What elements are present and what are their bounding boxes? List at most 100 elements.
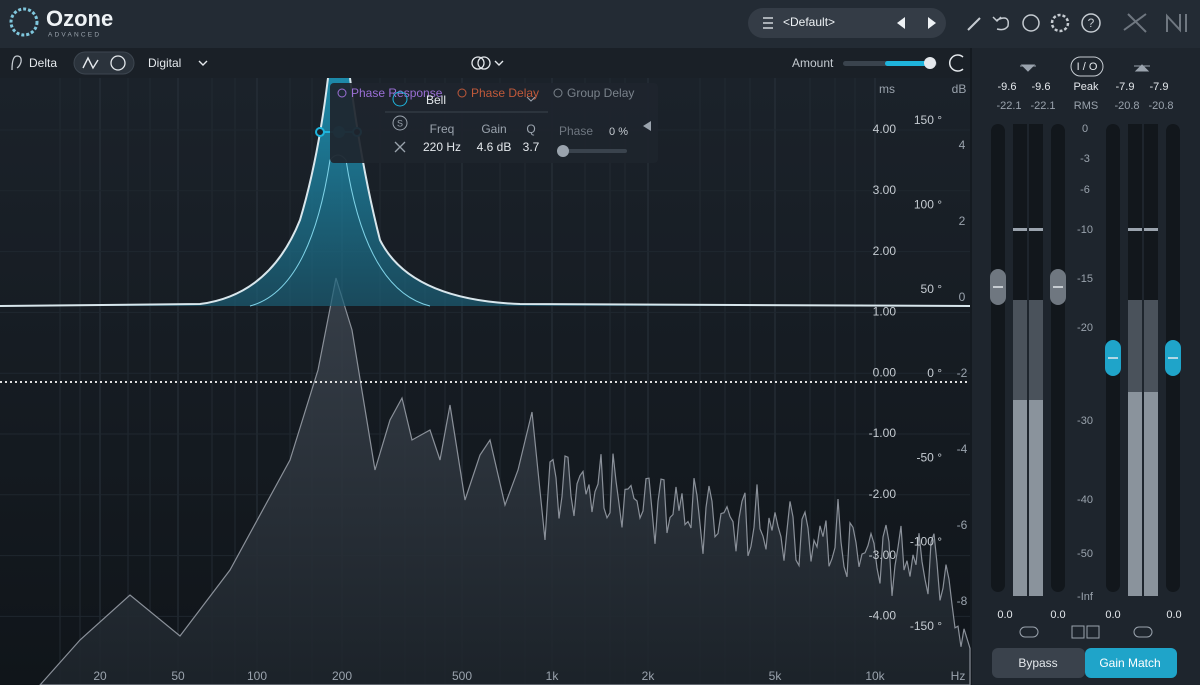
mode-select[interactable]: Digital xyxy=(148,56,181,70)
rms-label: RMS xyxy=(1074,100,1098,112)
list-icon[interactable] xyxy=(763,17,773,29)
freq-tick-label: 10k xyxy=(865,669,885,683)
meter-scale-label: -20 xyxy=(1077,322,1093,334)
gain-readout: 0.0 xyxy=(997,609,1012,621)
param-label: Q xyxy=(526,122,535,136)
dropdown-arrow[interactable] xyxy=(494,60,504,66)
edition: ADVANCED xyxy=(48,32,101,39)
meters: 0 -3 -6 -10 -15 -20 -30 -40 -50 -Inf -9.6 -9.6 -22.1… xyxy=(990,81,1182,639)
rms-readout: -20.8 xyxy=(1114,100,1139,112)
param-label: Gain xyxy=(481,122,506,136)
pencil-icon[interactable] xyxy=(967,17,981,31)
freq-tick-label: 1k xyxy=(546,669,560,683)
collapse-arrow[interactable] xyxy=(643,121,651,131)
settings-icon[interactable] xyxy=(1050,13,1070,33)
param-value[interactable]: 4.6 dB xyxy=(477,140,512,154)
phase-knob[interactable] xyxy=(557,145,569,157)
band-power[interactable] xyxy=(392,91,408,107)
io-label[interactable]: I / O xyxy=(1077,61,1098,73)
param-value[interactable]: 3.7 xyxy=(523,140,540,154)
phase-slider[interactable] xyxy=(557,149,627,153)
db-tick-label: -4 xyxy=(957,442,968,456)
link-icon[interactable] xyxy=(1133,626,1153,638)
band-solo[interactable] xyxy=(392,115,408,131)
phase-value: 0 % xyxy=(609,126,628,138)
top-bar xyxy=(0,0,1200,48)
db-tick-label: 2 xyxy=(959,214,966,228)
freq-tick-label: 50 xyxy=(171,669,185,683)
history-icon[interactable] xyxy=(1022,14,1040,32)
ms-tick-label: 0.00 xyxy=(873,365,897,379)
eye-icon[interactable] xyxy=(337,88,347,98)
ms-tick-label: 4.00 xyxy=(873,122,897,136)
undo-icon[interactable] xyxy=(992,16,1010,31)
reset-icon[interactable] xyxy=(948,54,964,72)
param-value[interactable]: 220 Hz xyxy=(423,140,461,154)
freq-tick-label: 20 xyxy=(93,669,107,683)
db-tick-label: -6 xyxy=(957,518,968,532)
help-glyph: ? xyxy=(1088,16,1095,30)
delta-button[interactable]: Delta xyxy=(29,56,57,70)
view-toggle[interactable] xyxy=(73,51,135,75)
prev-preset[interactable] xyxy=(897,17,905,29)
global-view[interactable] xyxy=(110,55,126,71)
gain-match-button[interactable] xyxy=(1085,648,1177,678)
meter-panel xyxy=(972,48,1200,685)
stereo-icon[interactable] xyxy=(471,56,485,70)
peak-hold xyxy=(1144,228,1158,231)
gain-readout: 0.0 xyxy=(1050,609,1065,621)
logo-icon xyxy=(9,7,39,37)
peak-label: Peak xyxy=(1073,81,1099,93)
ms-tick-label: -4.00 xyxy=(869,609,897,623)
fader-track xyxy=(1051,124,1065,592)
band-remove[interactable] xyxy=(394,141,406,153)
db-tick-label: 4 xyxy=(959,138,966,152)
ms-tick-label: -2.00 xyxy=(869,487,897,501)
bypass-label[interactable]: Bypass xyxy=(1018,656,1057,670)
ms-tick-label: -3.00 xyxy=(869,548,897,562)
preset-name[interactable]: <Default> xyxy=(783,15,835,29)
freq-tick-label: 100 xyxy=(247,669,267,683)
ear-icon[interactable] xyxy=(11,55,22,71)
peak-readout: -9.6 xyxy=(1032,81,1051,93)
tab[interactable]: Group Delay xyxy=(567,86,634,100)
peak-hold xyxy=(1013,228,1027,231)
link-icon[interactable] xyxy=(1019,626,1039,638)
stereo-icon[interactable] xyxy=(477,56,491,70)
tab[interactable]: Phase Delay xyxy=(471,86,539,100)
io-button[interactable] xyxy=(1070,56,1104,77)
dropdown-arrow xyxy=(526,96,536,102)
degree-tick-label: 150 ° xyxy=(914,113,942,127)
plus-button[interactable] xyxy=(1086,625,1100,639)
ms-tick-label: 1.00 xyxy=(873,305,897,319)
amount-fill xyxy=(885,61,931,66)
help-icon[interactable] xyxy=(1081,13,1101,33)
preset-box[interactable] xyxy=(748,8,946,38)
bypass-button[interactable] xyxy=(992,648,1085,678)
db-tick-label: -8 xyxy=(957,594,968,608)
minus-button[interactable] xyxy=(1071,625,1085,639)
rms-readout: -22.1 xyxy=(1030,100,1055,112)
eye-icon[interactable] xyxy=(457,88,467,98)
ms-tick-label: -1.00 xyxy=(869,426,897,440)
q-handle[interactable] xyxy=(315,127,325,137)
amount-knob[interactable] xyxy=(924,57,936,69)
degree-tick-label: 0 ° xyxy=(927,366,942,380)
band-type[interactable]: Bell xyxy=(426,93,446,107)
meter-scale-label: 0 xyxy=(1082,123,1088,135)
degree-tick-label: -50 ° xyxy=(917,450,943,464)
izotope-logo xyxy=(1123,13,1147,33)
next-preset[interactable] xyxy=(928,17,936,29)
meter-level xyxy=(1128,392,1142,596)
curve-view[interactable] xyxy=(82,56,99,70)
dropdown-arrow[interactable] xyxy=(198,60,208,66)
meter-level xyxy=(1029,400,1043,596)
output-marker xyxy=(1134,64,1150,72)
ni-logo xyxy=(1166,13,1187,33)
spectrum xyxy=(39,277,971,685)
degree-tick-label: -150 ° xyxy=(910,619,942,633)
meter-scale-label: -3 xyxy=(1080,153,1090,165)
gain-match-label[interactable]: Gain Match xyxy=(1099,656,1160,670)
rms-readout: -20.8 xyxy=(1148,100,1173,112)
eye-icon[interactable] xyxy=(553,88,563,98)
